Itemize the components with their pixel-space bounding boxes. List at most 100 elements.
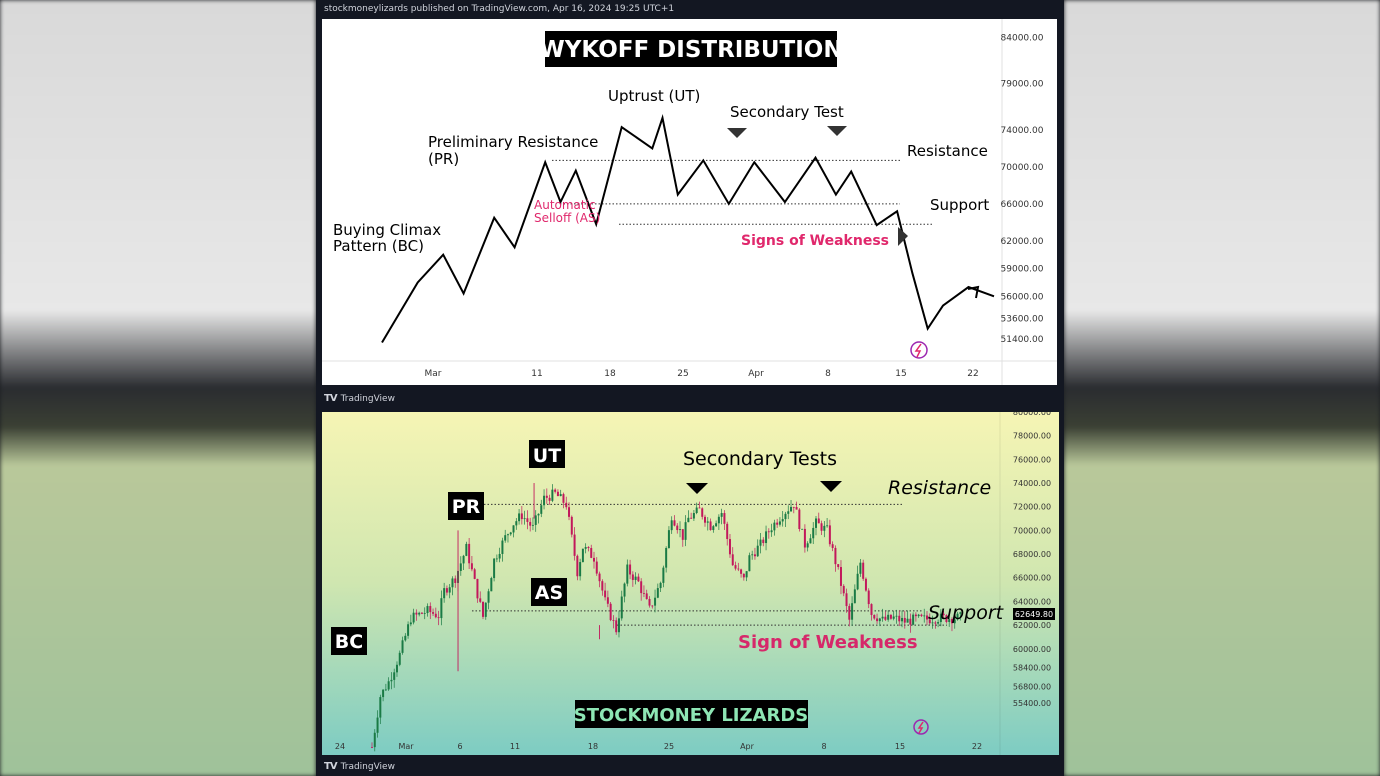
- candle-body: [617, 618, 620, 633]
- candle-body: [401, 640, 404, 653]
- candle-body: [851, 603, 854, 620]
- candle-body: [459, 563, 462, 571]
- bottom-y-tick-label: 72000.00: [1013, 503, 1051, 512]
- background-left: [0, 0, 316, 776]
- candle-body: [562, 494, 565, 503]
- annotation-signs-of-weakness: Signs of Weakness: [741, 233, 889, 249]
- bottom-y-tick-label: 56800.00: [1013, 683, 1051, 692]
- top-y-tick-label: 66000.00: [1001, 200, 1044, 210]
- candle-body: [806, 543, 809, 548]
- bottom-y-tick-label: 58400.00: [1013, 664, 1051, 673]
- lightning-icon-bottom[interactable]: [913, 719, 929, 735]
- candle-body: [698, 507, 701, 509]
- candle-body: [898, 615, 901, 622]
- candle-body: [554, 489, 557, 492]
- candle-body: [523, 518, 526, 520]
- candle-body: [928, 619, 931, 624]
- tradingview-brand-top[interactable]: TV TradingView: [324, 393, 395, 404]
- candle-body: [828, 525, 831, 545]
- candle-body: [839, 567, 842, 586]
- bottom-chart: 80000.00 78000.00 76000.00 74000.00 72000.00…: [322, 412, 1059, 755]
- price-label-box: [1013, 608, 1055, 620]
- candle-body: [651, 605, 654, 607]
- candle-body: [665, 547, 668, 568]
- top-arrowhead: [967, 285, 980, 299]
- bottom-y-tick-label: 80000.00: [1013, 412, 1051, 417]
- annotation-support-bottom: Support: [928, 602, 1005, 624]
- annotation-automatic: Automatic: [534, 198, 596, 212]
- top-x-tick-label: 15: [895, 369, 906, 379]
- tradingview-logo-icon: TV: [324, 761, 338, 772]
- candle-body: [959, 612, 962, 614]
- tradingview-brand-bottom[interactable]: TV TradingView: [324, 761, 395, 772]
- top-y-tick-label: 62000.00: [1001, 237, 1044, 247]
- bottom-x-tick-label: 11: [510, 742, 520, 751]
- candle-body: [862, 562, 865, 579]
- pr-box: [448, 492, 484, 520]
- candle-body: [712, 526, 715, 531]
- top-chart: 84000.00 79000.00 74000.00 70000.00 66000.00…: [322, 19, 1057, 385]
- candle-body: [445, 588, 448, 593]
- candle-body: [415, 612, 418, 615]
- bottom-x-tick-label: 8: [821, 742, 826, 751]
- candle-body: [778, 521, 781, 525]
- candle-body: [545, 495, 548, 498]
- candle-body: [648, 599, 651, 606]
- candle-body: [451, 578, 454, 588]
- candle-body: [470, 563, 473, 570]
- screenshot-frame: stockmoneylizards published on TradingVi…: [316, 0, 1064, 776]
- annotation-resistance-bottom: Resistance: [888, 477, 991, 499]
- candle-body: [551, 489, 554, 501]
- candle-body: [534, 515, 537, 525]
- candle-body: [815, 518, 817, 528]
- candle-body: [579, 562, 582, 577]
- candle-body: [856, 573, 859, 590]
- top-y-tick-label: 53600.00: [1001, 314, 1044, 324]
- candle-body: [440, 598, 443, 619]
- candle-body: [570, 516, 573, 535]
- annotation-preliminary-resistance: Preliminary Resistance: [428, 133, 598, 151]
- candle-body: [773, 522, 776, 531]
- annotation-uptrust: Uptrust (UT): [608, 87, 700, 105]
- candle-body: [484, 602, 487, 617]
- candle-body: [640, 581, 643, 594]
- candle-body: [889, 614, 892, 619]
- candle-body: [912, 614, 915, 625]
- candle-body: [939, 613, 942, 623]
- candle-body: [529, 521, 532, 526]
- ut-box: [529, 440, 565, 468]
- bottom-y-tick-label: 60000.00: [1013, 645, 1051, 654]
- lightning-icon[interactable]: [910, 341, 928, 359]
- candle-body: [468, 543, 471, 564]
- candle-body: [656, 588, 659, 598]
- candle-body: [420, 612, 423, 614]
- candle-body: [717, 516, 720, 524]
- bottom-y-tick-label: 68000.00: [1013, 550, 1051, 559]
- candle-body: [831, 544, 834, 548]
- candle-body: [690, 517, 693, 519]
- candle-body: [454, 578, 457, 583]
- candle-body: [609, 603, 612, 621]
- top-x-tick-label: 11: [531, 369, 542, 379]
- candle-body: [909, 618, 912, 625]
- candle-body: [623, 583, 626, 597]
- annotation-secondary-test: Secondary Test: [730, 103, 844, 121]
- candle-body: [531, 524, 534, 526]
- candle-body: [479, 598, 482, 602]
- candle-body: [631, 574, 634, 580]
- candle-body: [667, 530, 670, 548]
- candle-body: [756, 545, 759, 557]
- annotation-resistance: Resistance: [907, 142, 988, 160]
- candle-body: [423, 613, 426, 614]
- candle-body: [895, 615, 898, 617]
- tradingview-logo-icon: TV: [324, 393, 338, 404]
- annotation-sign-of-weakness: Sign of Weakness: [738, 632, 918, 653]
- bottom-x-tick-label: 24: [335, 742, 345, 751]
- candle-body: [931, 622, 934, 624]
- candle-body: [382, 689, 385, 698]
- candle-body: [412, 612, 415, 623]
- annotation-bc: BC: [335, 631, 363, 653]
- candle-body: [801, 528, 804, 530]
- top-y-tick-label: 51400.00: [1001, 335, 1044, 345]
- top-series-line: [381, 114, 995, 344]
